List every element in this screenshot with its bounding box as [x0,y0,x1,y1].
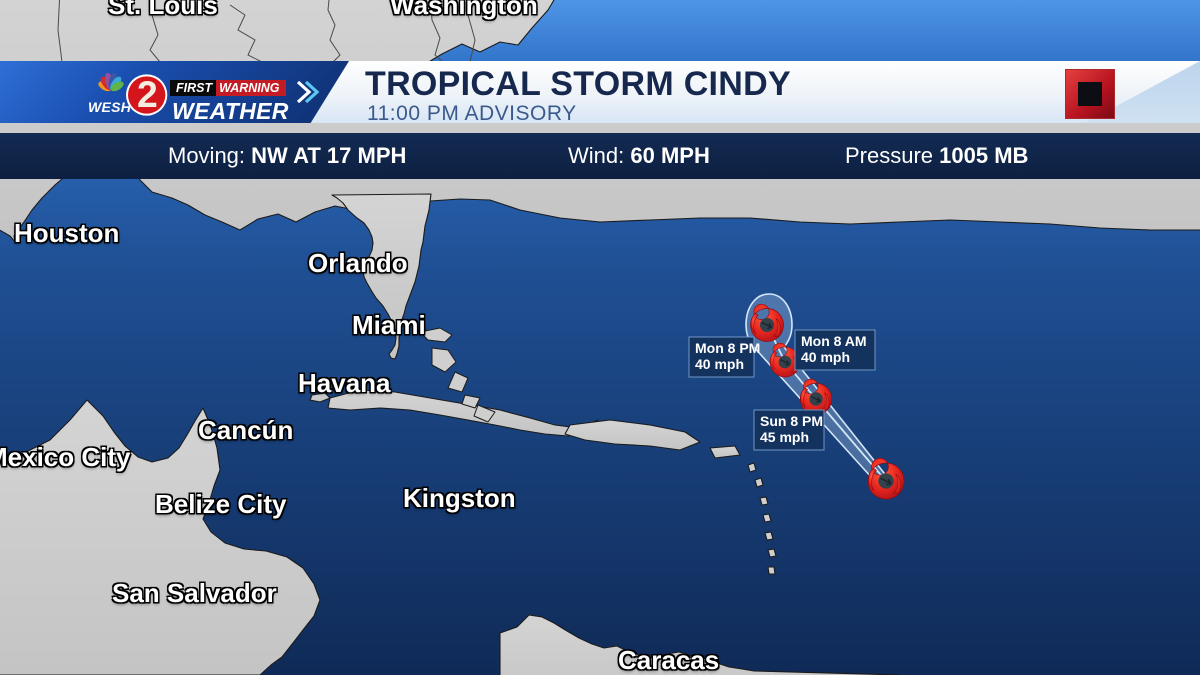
svg-text:40 mph: 40 mph [695,356,744,372]
svg-text:2: 2 [137,73,158,115]
svg-text:Sun 8 PM: Sun 8 PM [760,413,823,429]
svg-text:45 mph: 45 mph [760,429,809,445]
svg-text:Mon 8 AM: Mon 8 AM [801,333,867,349]
svg-text:Mon 8 PM: Mon 8 PM [695,340,760,356]
svg-text:40 mph: 40 mph [801,349,850,365]
